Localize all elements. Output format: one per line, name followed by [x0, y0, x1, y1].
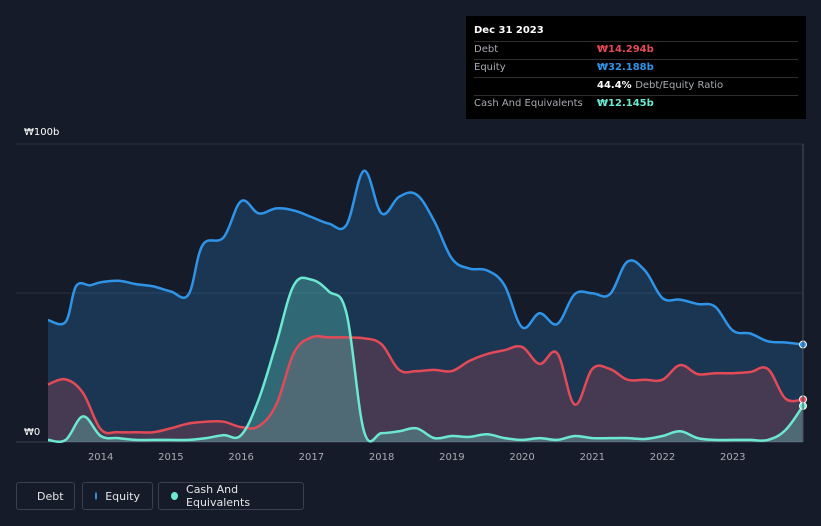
- legend-equity-label: Equity: [105, 489, 140, 503]
- legend-cash-label: Cash And Equivalents: [186, 483, 251, 509]
- cash-line: [47, 276, 805, 444]
- x-tick-label-2021: 2021: [580, 452, 605, 463]
- cash-dot-icon: [171, 492, 179, 500]
- debt-line: [47, 334, 804, 435]
- equity-line: [47, 169, 804, 346]
- tooltip-cash-label: Cash And Equivalents: [474, 98, 583, 109]
- tooltip-equity-value: ₩32.188b: [597, 62, 654, 73]
- y-axis-bottom-label: ₩0: [24, 427, 40, 438]
- equity-area: [48, 170, 803, 443]
- tooltip-ratio-value: 44.4%: [597, 80, 632, 91]
- tooltip-row-cash: Cash And Equivalents ₩12.145b: [474, 95, 798, 113]
- x-tick-label-2022: 2022: [650, 452, 675, 463]
- tooltip-panel: Dec 31 2023 Debt ₩14.294b Equity ₩32.188…: [466, 16, 806, 119]
- tooltip-ratio: 44.4% Debt/Equity Ratio: [597, 78, 723, 94]
- legend-debt-button[interactable]: Debt: [16, 482, 75, 510]
- x-tick-label-2019: 2019: [439, 452, 464, 463]
- legend-cash-button[interactable]: Cash And Equivalents: [158, 482, 304, 510]
- legend-equity-button[interactable]: Equity: [82, 482, 153, 510]
- x-tick-label-2016: 2016: [228, 452, 253, 463]
- x-tick-label-2017: 2017: [299, 452, 324, 463]
- x-tick-label-2020: 2020: [509, 452, 534, 463]
- tooltip-ratio-label: Debt/Equity Ratio: [635, 80, 724, 91]
- tooltip-row-ratio: 44.4% Debt/Equity Ratio: [474, 77, 798, 95]
- tooltip-debt-label: Debt: [474, 44, 499, 55]
- tooltip-equity-label: Equity: [474, 62, 506, 73]
- tooltip-row-equity: Equity ₩32.188b: [474, 59, 798, 77]
- x-tick-label-2018: 2018: [369, 452, 394, 463]
- legend-debt-label: Debt: [37, 489, 64, 503]
- x-tick-label-2023: 2023: [720, 452, 745, 463]
- debt-area: [48, 336, 803, 442]
- tooltip-cash-value: ₩12.145b: [597, 98, 654, 109]
- tooltip-date: Dec 31 2023: [474, 25, 544, 36]
- x-tick-label-2015: 2015: [158, 452, 183, 463]
- tooltip-debt-value: ₩14.294b: [597, 44, 654, 55]
- y-axis-top-label: ₩100b: [24, 127, 59, 138]
- x-tick-label-2014: 2014: [88, 452, 113, 463]
- equity-dot-icon: [95, 492, 98, 500]
- tooltip-row-debt: Debt ₩14.294b: [474, 41, 798, 59]
